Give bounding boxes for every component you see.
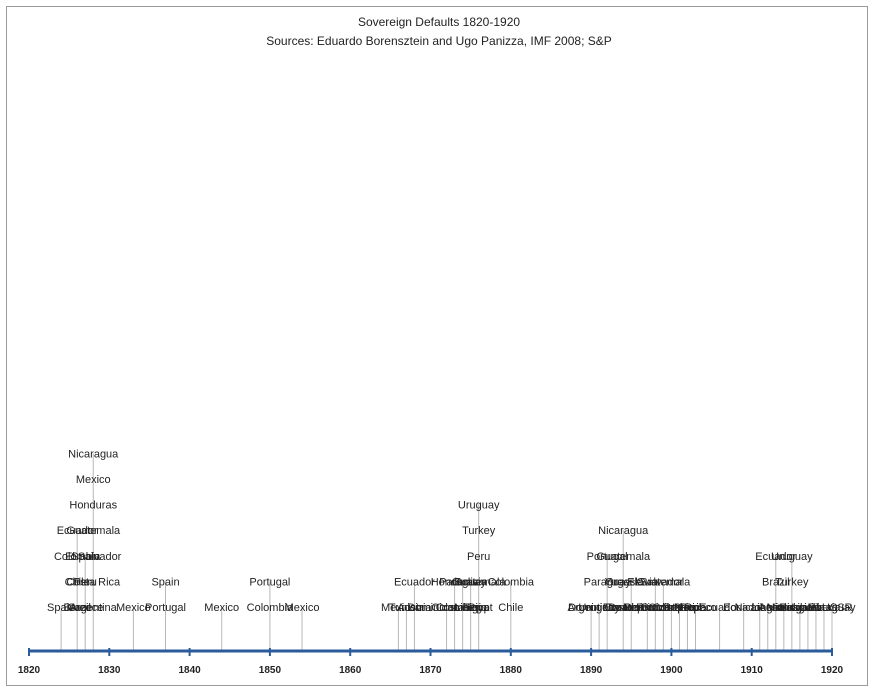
event-label: Russia / USSR (779, 602, 852, 614)
event-stems (60, 453, 833, 651)
event-label: Costa Rica (604, 602, 659, 614)
event-label: Guatemala (636, 576, 691, 588)
event-label: Paraguay (439, 576, 487, 588)
event-label: Chile (65, 576, 90, 588)
event-label: Austria (397, 602, 432, 614)
event-label: Ecuador (723, 602, 764, 614)
axis-tick-label: 1920 (821, 665, 844, 676)
chart-title: Sovereign Defaults 1820-1920 (358, 15, 520, 29)
axis-tick-label: 1910 (741, 665, 764, 676)
event-label: Dominican Rep. (568, 602, 646, 614)
event-label: Tunisia (389, 602, 425, 614)
event-label: Dominican Rep. (608, 602, 686, 614)
event-label: Paraguay (584, 576, 632, 588)
event-label: Ecuador (699, 602, 740, 614)
event-label: Colombia (54, 551, 101, 563)
event-label: Nicaragua (68, 448, 119, 460)
event-label: Portugal (145, 602, 186, 614)
event-label: Uruguay (578, 602, 620, 614)
event-label: Honduras (69, 500, 117, 512)
event-label: Ecuador (394, 576, 435, 588)
event-label: Guatemala (452, 576, 507, 588)
event-label: Costa Rica (436, 602, 491, 614)
event-label: Guatemala (596, 551, 651, 563)
event-label: Argentina (70, 602, 118, 614)
defaults-timeline-chart: Sovereign Defaults 1820-1920 Sources: Ed… (18, 15, 856, 676)
event-label: Ecuador (755, 551, 796, 563)
axis-tick-label: 1850 (259, 665, 282, 676)
event-label: Austria (759, 602, 794, 614)
event-label: Brazil (674, 602, 702, 614)
time-axis: 1820 1830 1840 1850 1860 1870 1880 1890 1900 1910… (18, 648, 844, 676)
event-label: Liberia (751, 602, 785, 614)
event-label: Ecuador (603, 602, 644, 614)
event-label: Costa Rica (66, 576, 121, 588)
event-label: Mexico (766, 602, 801, 614)
event-label: Brazil (642, 602, 670, 614)
event-label: Costa Rica (653, 602, 708, 614)
event-label: Mexico (204, 602, 239, 614)
event-label: Argentina (568, 602, 616, 614)
axis-tick-label: 1830 (98, 665, 121, 676)
event-label: Guatemala (66, 525, 121, 537)
event-label: Colombia (488, 576, 535, 588)
event-label: Spain (47, 602, 75, 614)
event-label: Spain (151, 576, 179, 588)
event-label: Nicaragua (767, 602, 818, 614)
chart-frame: Sovereign Defaults 1820-1920 Sources: Ed… (6, 6, 868, 686)
event-label: Turkey (775, 576, 809, 588)
event-label: Bulgaria (780, 602, 821, 614)
event-label: Brazil (63, 602, 91, 614)
event-label: Peru (74, 576, 97, 588)
event-label: Turkey (462, 525, 496, 537)
event-label: Dominican Rep. (624, 602, 702, 614)
event-label: Yugoslavia (605, 576, 659, 588)
event-label: Uruguay (458, 500, 500, 512)
event-label: Liberia (454, 602, 488, 614)
event-label: Honduras (431, 576, 479, 588)
axis-tick-label: 1880 (500, 665, 523, 676)
event-label: Colombia (431, 602, 478, 614)
event-label: Portugal (587, 551, 628, 563)
event-label: Peru (467, 551, 490, 563)
event-label: Mexico (285, 602, 320, 614)
event-label: Chile (498, 602, 523, 614)
event-label: Liberia (807, 602, 841, 614)
event-label: Dominican Rep. (407, 602, 485, 614)
event-label: Spain (71, 551, 99, 563)
chart-subtitle: Sources: Eduardo Borensztein and Ugo Pan… (266, 34, 612, 48)
event-label: Ecuador (57, 525, 98, 537)
event-label: El Salvador (627, 576, 684, 588)
event-label: Bolivia (454, 576, 487, 588)
event-label: Egypt (465, 602, 493, 614)
event-label: Uruguay (771, 551, 813, 563)
axis-tick-label: 1870 (419, 665, 442, 676)
event-labels: SpainBrazilChileColombiaEcuadorGreecePer… (47, 448, 856, 614)
axis-tick-label: 1900 (660, 665, 683, 676)
event-label: El Salvador (65, 551, 122, 563)
event-label: Colombia (247, 602, 294, 614)
event-label: Mexico (116, 602, 151, 614)
axis-tick-label: 1860 (339, 665, 362, 676)
event-label: Mexico (381, 602, 416, 614)
event-label: Mexico (76, 474, 111, 486)
axis-tick-label: 1820 (18, 665, 41, 676)
event-label: Paraguay (808, 602, 856, 614)
event-label: Greece (67, 602, 103, 614)
axis-tick-label: 1840 (178, 665, 201, 676)
event-label: Morocco (674, 602, 716, 614)
axis-tick-label: 1890 (580, 665, 603, 676)
event-label: Liberia (791, 602, 825, 614)
event-label: Brazil (762, 576, 790, 588)
event-label: Colombia (648, 602, 695, 614)
event-label: Nicaragua (598, 525, 649, 537)
event-label: Nicaragua (735, 602, 786, 614)
event-label: Greece (605, 576, 641, 588)
event-label: Portugal (249, 576, 290, 588)
